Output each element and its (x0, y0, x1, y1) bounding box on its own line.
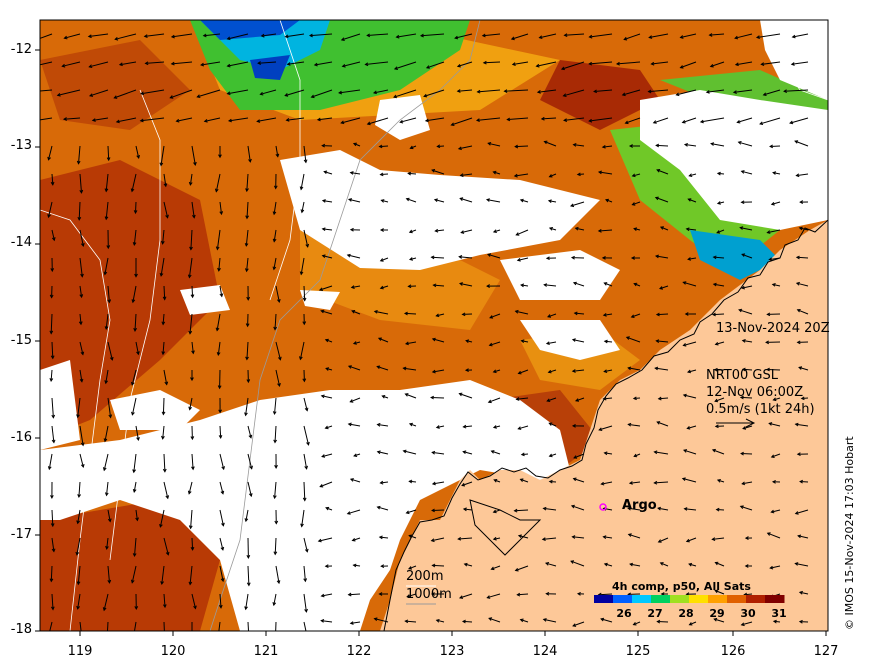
argo-label: Argo (622, 498, 657, 513)
colorbar-tick: 31 (771, 607, 787, 620)
colorbar-swatch (727, 595, 747, 603)
x-tick-label: 119 (67, 644, 93, 659)
colorbar-swatch (708, 595, 728, 603)
x-tick-label: 125 (625, 644, 651, 659)
y-tick-label: -18 (10, 622, 32, 637)
cloud-gap (280, 150, 600, 270)
coastline (469, 499, 542, 556)
current-time-label: 12-Nov 06:00Z (706, 385, 804, 400)
bathy-contour (209, 20, 481, 631)
bathy-contour (769, 20, 828, 101)
sst-warm-patch (540, 60, 660, 130)
x-tick-label: 121 (253, 644, 279, 659)
argo-marker[interactable] (599, 503, 607, 511)
cloud-gap (300, 290, 340, 310)
y-tick-label: -17 (10, 527, 32, 542)
colorbar-swatch (670, 595, 690, 603)
x-tick-label: 120 (160, 644, 186, 659)
scale-arrow (716, 418, 756, 428)
x-tick-label: 124 (532, 644, 558, 659)
colorbar-tick: 30 (740, 607, 756, 620)
axis-ticks (35, 49, 827, 636)
cloud-gap (520, 320, 620, 360)
sst-cold-patch (200, 20, 300, 40)
sst-cold-patch (690, 230, 780, 280)
bathy-contour (269, 20, 301, 301)
colorbar-tick: 26 (616, 607, 632, 620)
land-mass (380, 220, 828, 631)
cloud-gap (40, 380, 570, 631)
sst-cold-patch (250, 55, 290, 80)
cloud-gap (640, 90, 828, 230)
current-scale-label: 0.5m/s (1kt 24h) (706, 402, 815, 417)
coastline (383, 219, 828, 631)
cloud-gap (375, 95, 430, 140)
colorbar-swatch (746, 595, 766, 603)
colorbar-swatch (689, 595, 709, 603)
colorbar-swatch (632, 595, 652, 603)
x-tick-label: 122 (346, 644, 372, 659)
time-label: 13-Nov-2024 20Z (716, 321, 830, 336)
y-tick-label: -15 (10, 333, 32, 348)
y-tick-label: -16 (10, 430, 32, 445)
cloud-gap (40, 360, 80, 450)
cloud-gap (110, 390, 200, 430)
colorbar-title: 4h comp, p50, All Sats (612, 580, 751, 593)
bathy-1000-label: 1000m (406, 587, 452, 602)
plot-border (39, 19, 829, 632)
x-tick-label: 126 (720, 644, 746, 659)
bathy-contour (109, 89, 161, 561)
x-tick-label: 123 (439, 644, 465, 659)
y-tick-label: -14 (10, 235, 32, 250)
y-tick-label: -12 (10, 42, 32, 57)
colorbar-swatch (594, 595, 614, 603)
colorbar-tick: 27 (647, 607, 663, 620)
colorbar-swatch (613, 595, 633, 603)
y-tick-label: -13 (10, 138, 32, 153)
colorbar-tick: 28 (678, 607, 694, 620)
current-model-label: NRT00 GSL (706, 368, 778, 383)
cloud-gap (760, 20, 828, 100)
bathy-contour (40, 209, 111, 631)
colorbar-swatch (651, 595, 671, 603)
credit-label: © IMOS 15-Nov-2024 17:03 Hobart (843, 436, 856, 630)
colorbar-tick: 29 (709, 607, 725, 620)
bathy-200-label: 200m (406, 569, 444, 584)
sst-warm-patch (40, 160, 220, 440)
colorbar-swatch (765, 595, 785, 603)
cloud-gap (500, 250, 620, 300)
x-tick-label: 127 (813, 644, 839, 659)
colorbar (594, 595, 785, 603)
sst-warm-patch (40, 500, 220, 631)
